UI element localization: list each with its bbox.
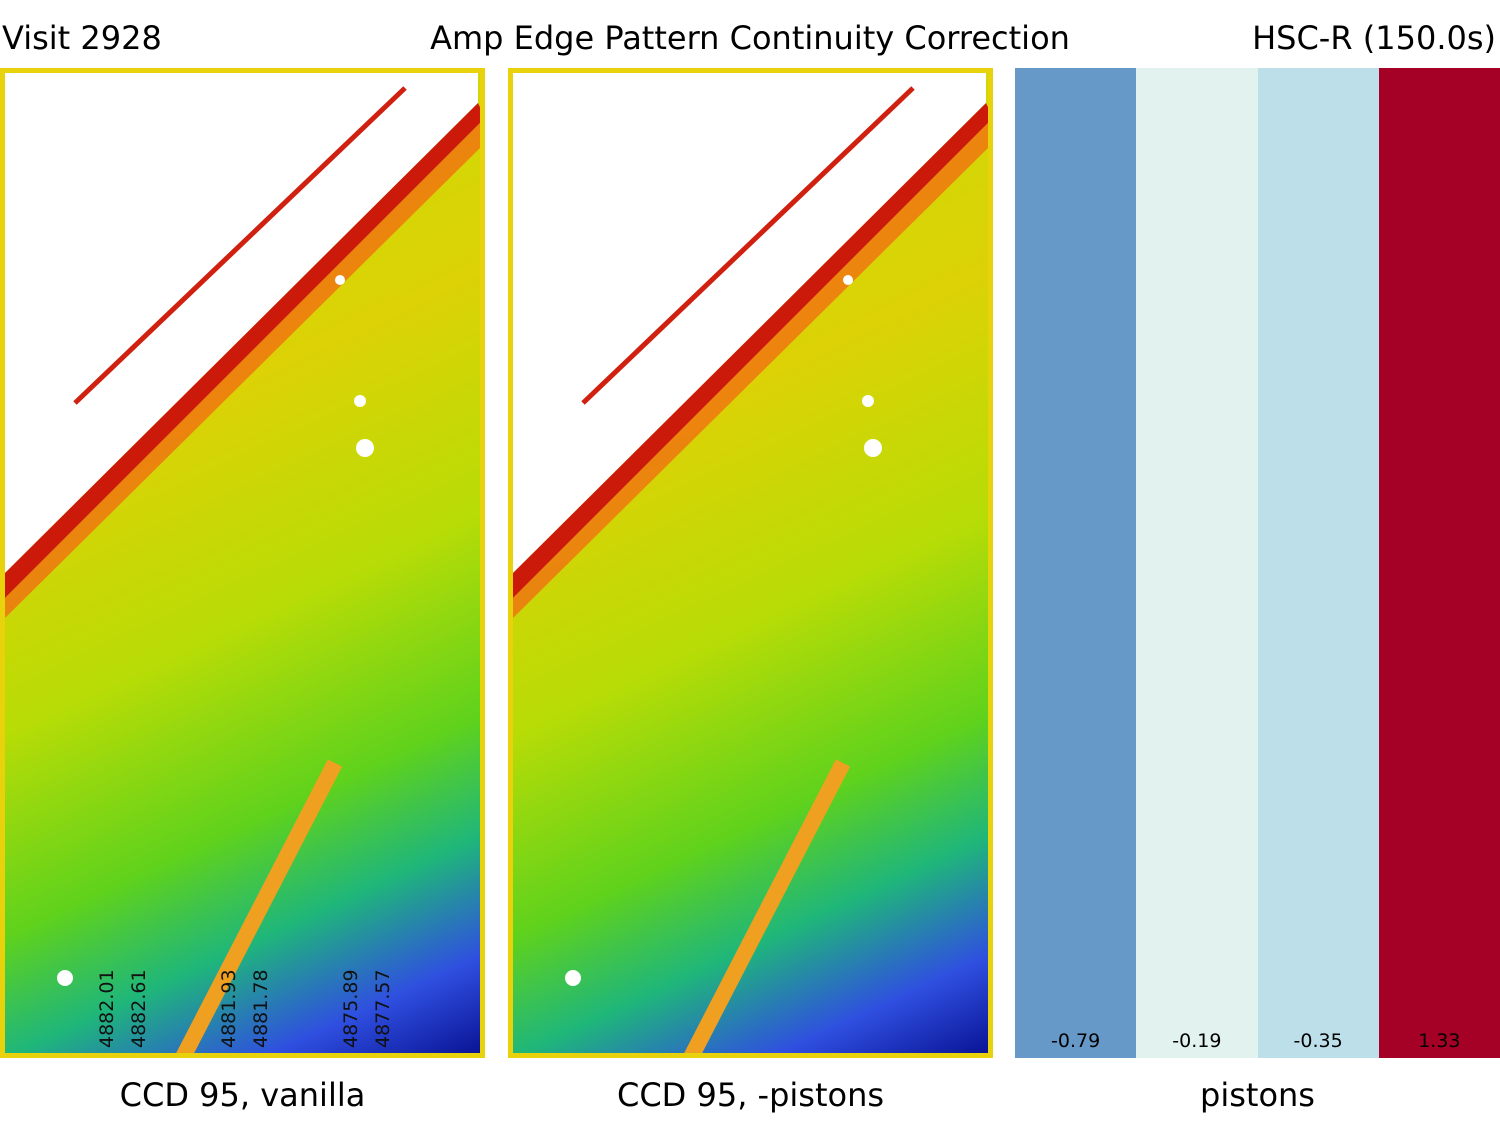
amp-level-label: 4881.78 — [250, 969, 272, 1048]
piston-value: -0.35 — [1293, 1030, 1343, 1052]
satellite-trail-lower — [176, 759, 343, 1053]
amp-level-label: 4875.89 — [340, 969, 362, 1048]
pistons-panel: -0.79 -0.19 -0.35 1.33 — [1015, 68, 1500, 1058]
bright-edge-halo — [5, 123, 480, 618]
piston-value: -0.19 — [1172, 1030, 1222, 1052]
bright-star — [864, 439, 882, 457]
bright-star — [356, 439, 374, 457]
caption-vanilla: CCD 95, vanilla — [119, 1076, 366, 1114]
bright-star — [354, 395, 366, 407]
ccd-image-corrected — [508, 68, 993, 1058]
visit-label: Visit 2928 — [2, 19, 162, 57]
bright-edge-halo — [513, 123, 988, 618]
bright-edge-band — [5, 103, 480, 598]
piston-bar: -0.79 — [1015, 68, 1137, 1058]
piston-bar: 1.33 — [1378, 68, 1500, 1058]
bright-star — [843, 275, 853, 285]
piston-value: 1.33 — [1418, 1030, 1461, 1052]
bright-star — [565, 970, 581, 986]
caption-corrected: CCD 95, -pistons — [616, 1076, 885, 1114]
bright-star — [335, 275, 345, 285]
bright-star — [862, 395, 874, 407]
satellite-trail-upper — [581, 86, 915, 405]
saturated-region — [5, 73, 478, 573]
ccd-image-vanilla: 4882.01 4882.61 4881.93 4881.78 4875.89 … — [0, 68, 485, 1058]
satellite-trail-lower — [684, 759, 851, 1053]
bright-edge-band — [513, 103, 988, 598]
figure-title: Amp Edge Pattern Continuity Correction — [430, 19, 1070, 57]
ccd-image-vanilla-drawing — [5, 73, 480, 1053]
bright-star — [57, 970, 73, 986]
amp-level-label: 4882.61 — [128, 969, 150, 1048]
corner-noise — [513, 73, 558, 133]
piston-value: -0.79 — [1051, 1030, 1101, 1052]
caption-pistons: pistons — [1200, 1076, 1315, 1114]
corner-noise — [5, 73, 50, 133]
amp-level-label: 4877.57 — [372, 969, 394, 1048]
saturated-region — [513, 73, 986, 573]
piston-bar: -0.19 — [1136, 68, 1258, 1058]
satellite-trail-upper — [73, 86, 407, 405]
ccd-image-corrected-drawing — [513, 73, 988, 1053]
piston-bar: -0.35 — [1257, 68, 1379, 1058]
filter-label: HSC-R (150.0s) — [1252, 19, 1496, 57]
amp-level-label: 4881.93 — [218, 969, 240, 1048]
amp-level-label: 4882.01 — [96, 969, 118, 1048]
